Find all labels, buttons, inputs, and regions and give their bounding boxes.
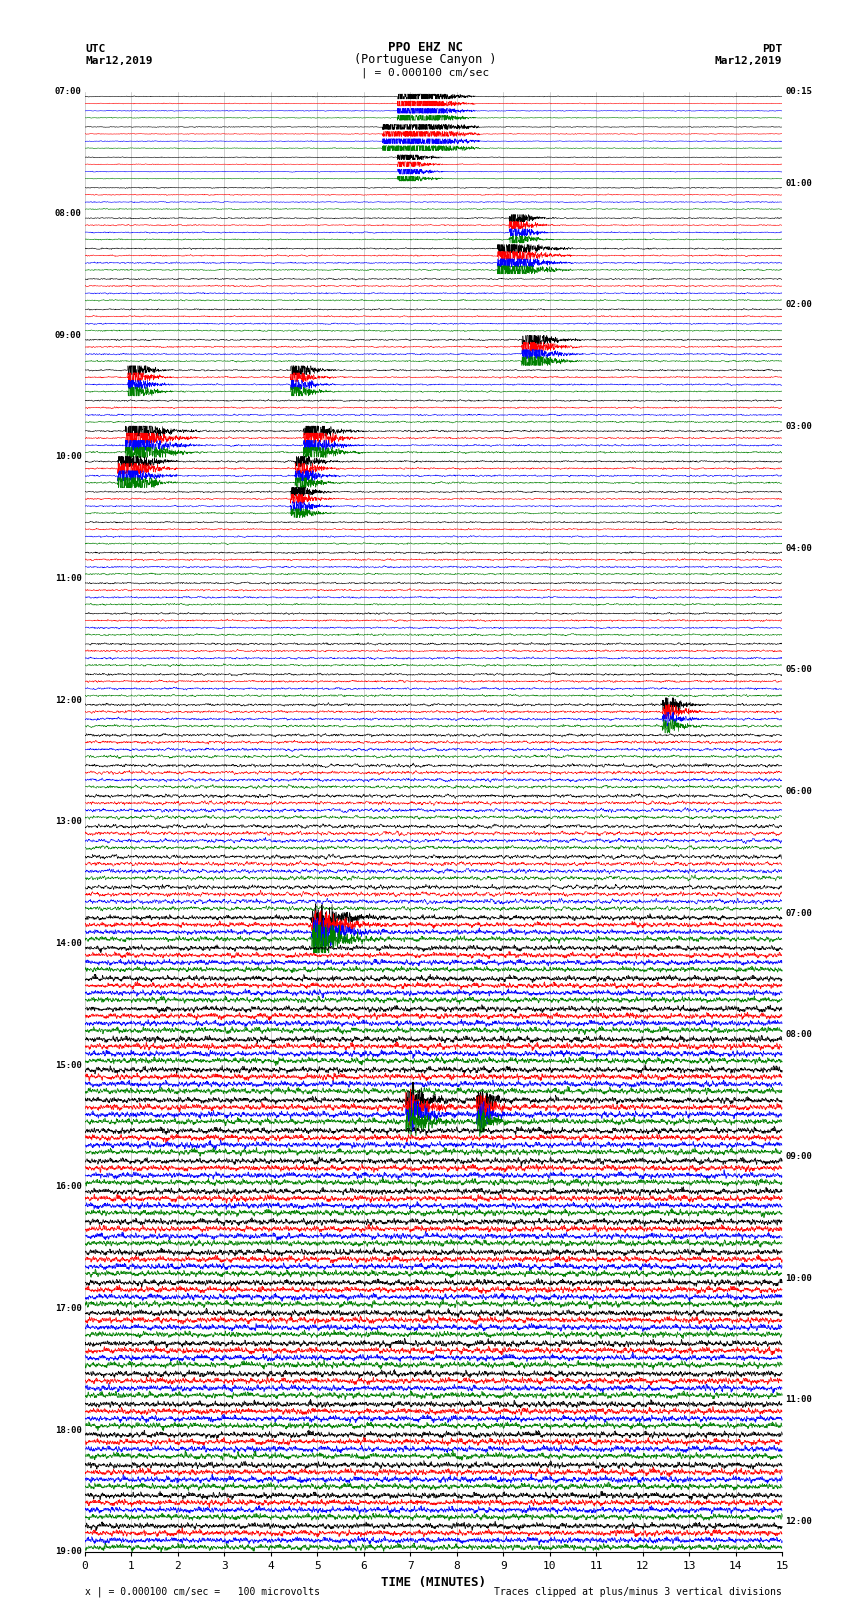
Text: 19:00: 19:00 xyxy=(54,1547,82,1557)
Text: 09:00: 09:00 xyxy=(785,1152,813,1161)
Text: 07:00: 07:00 xyxy=(785,908,813,918)
Text: 11:00: 11:00 xyxy=(54,574,82,582)
Text: 13:00: 13:00 xyxy=(54,818,82,826)
Text: Traces clipped at plus/minus 3 vertical divisions: Traces clipped at plus/minus 3 vertical … xyxy=(494,1587,782,1597)
Text: 10:00: 10:00 xyxy=(54,452,82,461)
Text: 11:00: 11:00 xyxy=(785,1395,813,1405)
Text: 12:00: 12:00 xyxy=(54,695,82,705)
Text: 04:00: 04:00 xyxy=(785,544,813,553)
Text: 07:00: 07:00 xyxy=(54,87,82,97)
Text: Mar12,2019: Mar12,2019 xyxy=(715,56,782,66)
Text: 09:00: 09:00 xyxy=(54,331,82,340)
Text: 05:00: 05:00 xyxy=(785,665,813,674)
Text: Mar12,2019: Mar12,2019 xyxy=(85,56,152,66)
Text: 17:00: 17:00 xyxy=(54,1303,82,1313)
Text: 10:00: 10:00 xyxy=(785,1274,813,1282)
Text: 00:15: 00:15 xyxy=(785,87,813,97)
Text: 02:00: 02:00 xyxy=(785,300,813,310)
Text: 16:00: 16:00 xyxy=(54,1182,82,1192)
Text: UTC: UTC xyxy=(85,44,105,53)
Text: (Portuguese Canyon ): (Portuguese Canyon ) xyxy=(354,53,496,66)
Text: 03:00: 03:00 xyxy=(785,423,813,431)
Text: PPO EHZ NC: PPO EHZ NC xyxy=(388,40,462,53)
X-axis label: TIME (MINUTES): TIME (MINUTES) xyxy=(381,1576,486,1589)
Text: x | = 0.000100 cm/sec =   100 microvolts: x | = 0.000100 cm/sec = 100 microvolts xyxy=(85,1586,320,1597)
Text: 15:00: 15:00 xyxy=(54,1061,82,1069)
Text: 18:00: 18:00 xyxy=(54,1426,82,1434)
Text: 14:00: 14:00 xyxy=(54,939,82,948)
Text: | = 0.000100 cm/sec: | = 0.000100 cm/sec xyxy=(361,68,489,77)
Text: PDT: PDT xyxy=(762,44,782,53)
Text: 06:00: 06:00 xyxy=(785,787,813,795)
Text: 12:00: 12:00 xyxy=(785,1516,813,1526)
Text: 01:00: 01:00 xyxy=(785,179,813,187)
Text: 08:00: 08:00 xyxy=(54,210,82,218)
Text: 08:00: 08:00 xyxy=(785,1031,813,1039)
